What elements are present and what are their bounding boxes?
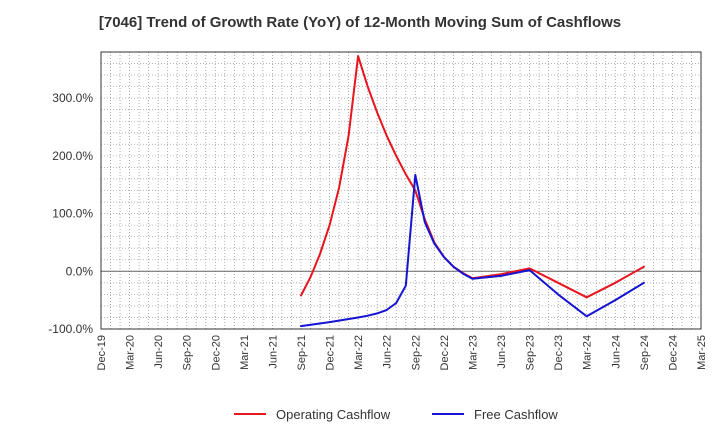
legend-label-operating-cashflow: Operating Cashflow bbox=[276, 406, 391, 422]
grid bbox=[100, 51, 702, 330]
chart-title: [7046] Trend of Growth Rate (YoY) of 12-… bbox=[98, 14, 622, 31]
legend-item-operating-cashflow: Operating Cashflow bbox=[234, 404, 390, 424]
x-tick-label: Mar-23 bbox=[467, 335, 479, 370]
series bbox=[300, 55, 645, 328]
x-tick-labels: Dec-19 Mar-20 Jun-20 Sep-20 Dec-20 Mar-21 Jun-… bbox=[96, 335, 708, 370]
x-tick-label: Mar-24 bbox=[582, 335, 594, 370]
x-tick-label: Dec-23 bbox=[553, 335, 565, 370]
legend-swatch-operating-cashflow bbox=[234, 413, 266, 415]
x-tick-label: Jun-22 bbox=[382, 335, 394, 369]
x-tick-label: Jun-21 bbox=[267, 335, 279, 369]
x-tick-label: Sep-21 bbox=[296, 335, 308, 370]
series-line-operating-cashflow bbox=[300, 55, 645, 299]
y-tick-label: -100.0% bbox=[48, 322, 93, 336]
x-tick-label: Jun-24 bbox=[610, 335, 622, 369]
y-tick-label: 100.0% bbox=[52, 207, 93, 221]
x-tick-label: Dec-24 bbox=[667, 335, 679, 370]
x-tick-label: Dec-19 bbox=[96, 335, 108, 370]
x-tick-label: Dec-21 bbox=[325, 335, 337, 370]
y-tick-label: 0.0% bbox=[66, 264, 94, 278]
x-tick-label: Sep-24 bbox=[639, 335, 651, 370]
x-tick-label: Mar-22 bbox=[353, 335, 365, 370]
plot-frame bbox=[100, 51, 702, 330]
x-tick-label: Jun-20 bbox=[153, 335, 165, 369]
legend-swatch-free-cashflow bbox=[432, 413, 464, 415]
x-tick-label: Mar-21 bbox=[239, 335, 251, 370]
y-tick-label: 300.0% bbox=[52, 91, 93, 105]
y-tick-label: 200.0% bbox=[52, 149, 93, 163]
series-line-free-cashflow bbox=[300, 173, 645, 328]
axes bbox=[100, 51, 702, 330]
x-tick-label: Sep-22 bbox=[410, 335, 422, 370]
x-tick-label: Mar-20 bbox=[125, 335, 137, 370]
y-tick-labels: -100.0% 0.0% 100.0% 200.0% 300.0% bbox=[48, 91, 93, 336]
x-tick-label: Dec-20 bbox=[210, 335, 222, 370]
legend: Operating Cashflow Free Cashflow bbox=[0, 404, 720, 424]
x-tick-label: Sep-23 bbox=[525, 335, 537, 370]
x-tick-label: Sep-20 bbox=[182, 335, 194, 370]
legend-label-free-cashflow: Free Cashflow bbox=[474, 406, 558, 422]
x-tick-label: Mar-25 bbox=[696, 335, 708, 370]
x-tick-label: Jun-23 bbox=[496, 335, 508, 369]
legend-item-free-cashflow: Free Cashflow bbox=[432, 404, 558, 424]
x-tick-label: Dec-22 bbox=[439, 335, 451, 370]
